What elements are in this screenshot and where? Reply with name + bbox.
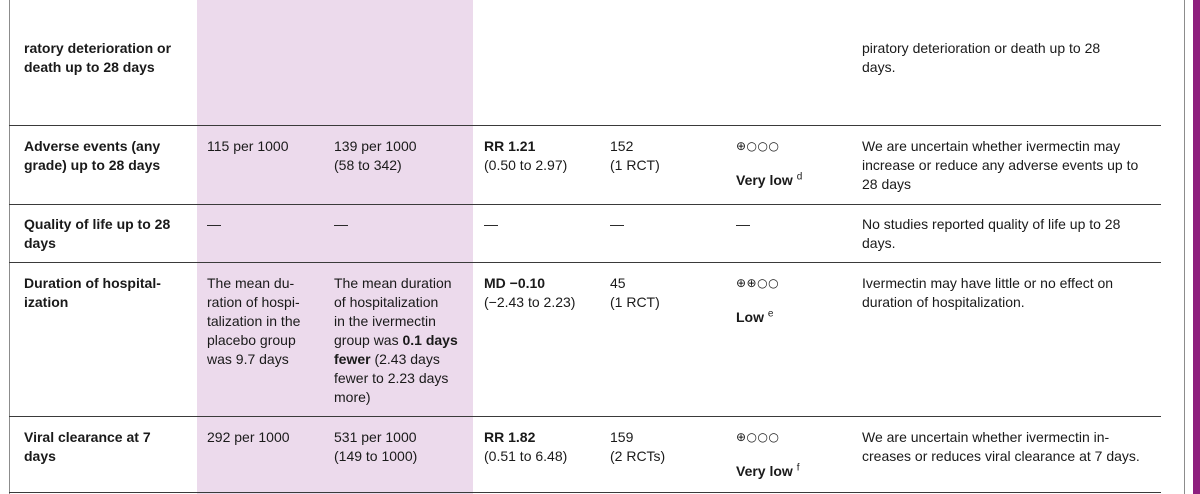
comment-cell: Ivermectin may have little or no effect … [862,275,1114,310]
outcome-cell: Viral clearance at 7 days [24,429,151,464]
certainty-rating-icon: ⊕⊕○○ [736,276,780,290]
certainty-rating-icon: ⊕○○○ [736,430,780,444]
comment-cell: We are uncertain whether ivermectin may … [862,138,1139,192]
participants-cell: 152 (1 RCT) [610,138,660,173]
placebo-column-shade [197,0,323,494]
outcome-cell: Duration of hospital- ization [24,275,161,310]
relative-effect-cell: MD −0.10 (−2.43 to 2.23) [484,275,576,310]
certainty-cell: ⊕○○○ Very low f [736,430,800,479]
row-divider [9,492,1161,493]
ivermectin-risk-cell: 531 per 1000 (149 to 1000) [334,429,418,464]
row-divider [9,416,1161,417]
ivermectin-risk-cell: — [334,216,348,232]
placebo-risk-cell: — [207,216,221,232]
participants-cell: — [610,216,624,232]
relative-effect-cell: RR 1.21 (0.50 to 2.97) [484,138,568,173]
placebo-risk-cell: 115 per 1000 [207,138,289,154]
certainty-cell: — [736,216,750,232]
placebo-risk-cell: 292 per 1000 [207,429,290,445]
certainty-cell: ⊕○○○ Very low d [736,139,803,188]
page-right-border [1184,0,1185,494]
participants-cell: 159 (2 RCTs) [610,429,666,464]
table-left-border [9,0,10,494]
comment-cell: We are uncertain whether ivermectin in- … [862,429,1140,464]
row-divider [9,262,1161,263]
outcome-cell: Adverse events (any grade) up to 28 days [24,138,161,173]
comment-cell: No studies reported quality of life up t… [862,216,1121,251]
outcome-cell: Quality of life up to 28 days [24,216,171,251]
comment-cell: piratory deterioration or death up to 28… [862,40,1101,75]
outcome-cell: ratory deterioration or death up to 28 d… [24,40,172,75]
ivermectin-risk-cell: The mean duration of hospitalization in … [334,275,458,405]
certainty-rating-icon: ⊕○○○ [736,139,780,153]
row-divider [9,125,1161,126]
relative-effect-cell: — [484,216,498,232]
certainty-cell: ⊕⊕○○ Low e [736,276,780,325]
ivermectin-risk-cell: 139 per 1000 (58 to 342) [334,138,417,173]
placebo-risk-cell: The mean du- ration of hospi- talization… [207,275,301,367]
participants-cell: 45 (1 RCT) [610,275,660,310]
row-divider [9,204,1161,205]
ivermectin-column-shade [323,0,473,494]
page-accent-bar [1193,0,1200,494]
relative-effect-cell: RR 1.82 (0.51 to 6.48) [484,429,568,464]
